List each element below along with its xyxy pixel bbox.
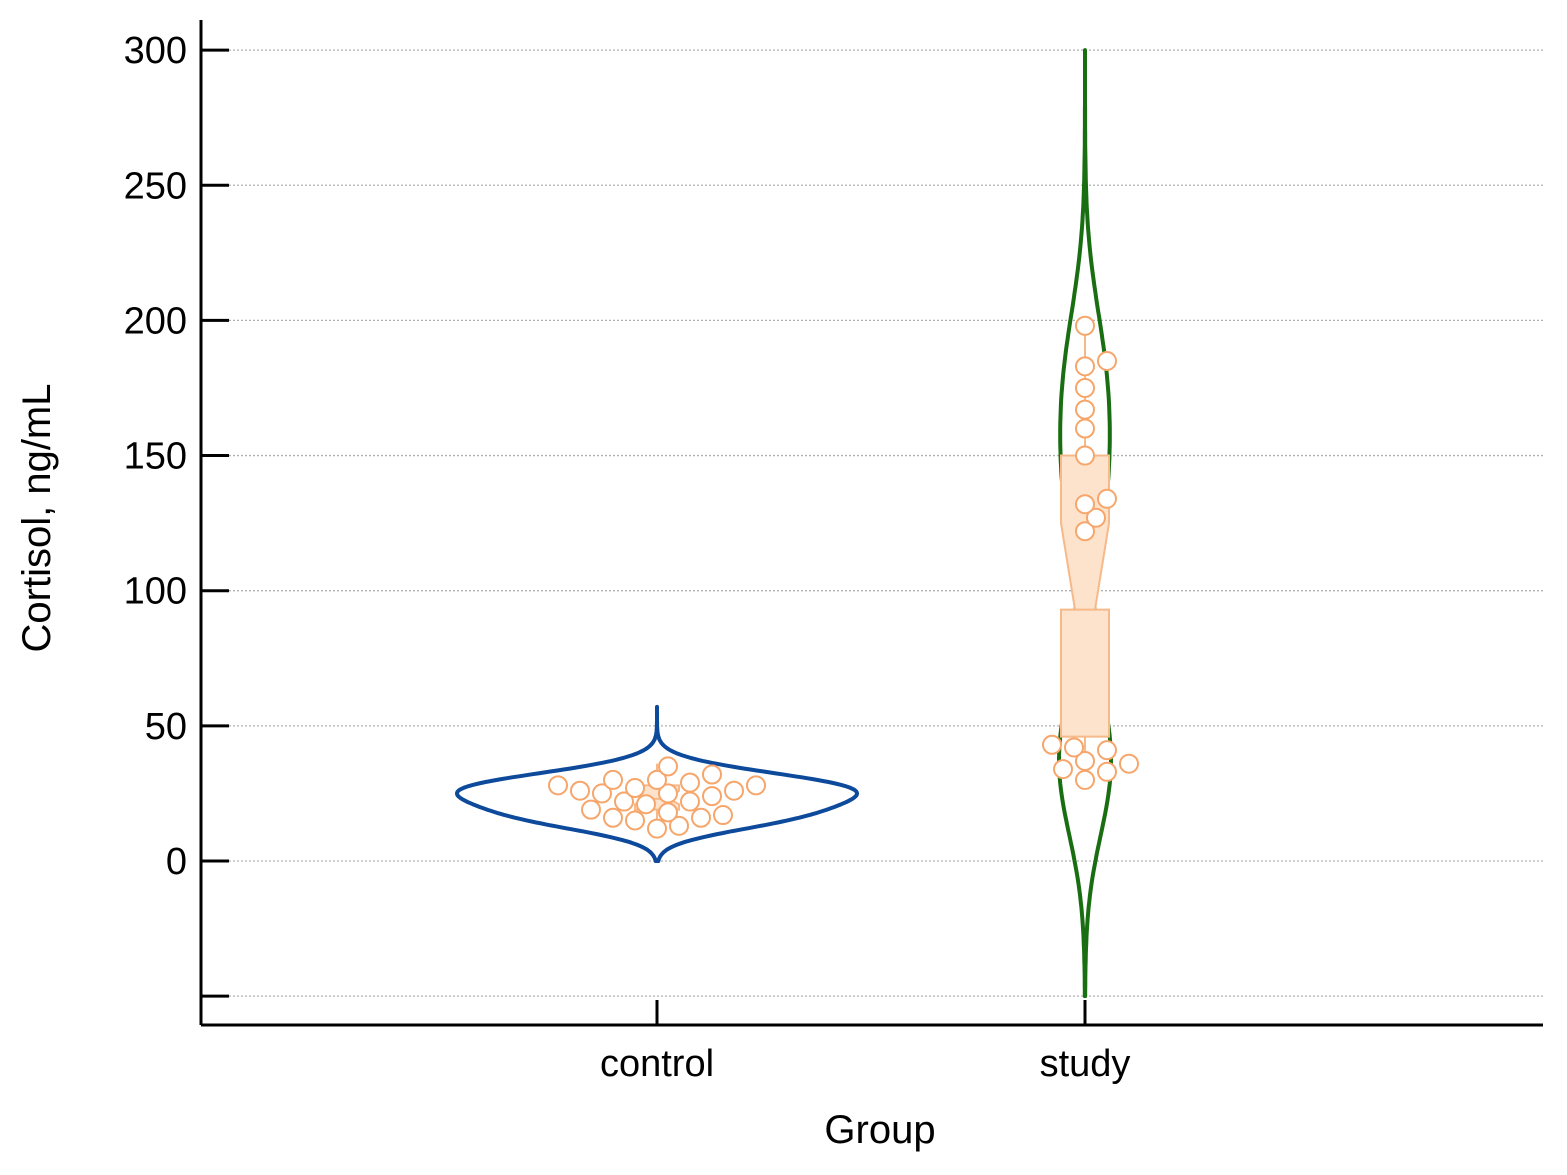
data-point-study (1075, 445, 1095, 466)
data-point-control (669, 815, 689, 836)
data-point-control (702, 764, 722, 785)
y-tick-label: 200 (124, 300, 187, 342)
y-tick-label: 100 (124, 571, 187, 613)
data-point-study (1075, 750, 1095, 771)
violin-control (455, 704, 859, 863)
data-point-study (1119, 753, 1139, 774)
data-points (548, 315, 1139, 839)
y-tick-label: 300 (124, 30, 187, 72)
data-point-control (713, 805, 733, 826)
data-point-study (1075, 494, 1095, 515)
data-point-control (702, 786, 722, 807)
x-axis-title: Group (824, 1108, 935, 1152)
data-point-study (1075, 399, 1095, 420)
x-ticks: control study (600, 1000, 1130, 1085)
data-point-study (1064, 737, 1084, 758)
y-tick-label: 150 (124, 436, 187, 478)
data-point-study (1075, 769, 1095, 790)
data-point-study (1097, 761, 1117, 782)
y-tick-label: 0 (166, 841, 187, 883)
data-point-control (603, 807, 623, 828)
data-point-control (581, 799, 601, 820)
data-point-control (680, 791, 700, 812)
data-point-control (570, 780, 590, 801)
grid-lines (201, 49, 1543, 997)
axes (199, 20, 1543, 1027)
x-tick-label-control: control (600, 1043, 714, 1085)
data-point-control (691, 807, 711, 828)
y-ticks: 300 250 200 150 100 50 0 (124, 30, 229, 998)
data-point-study (1075, 356, 1095, 377)
data-point-control (658, 756, 678, 777)
data-point-control (636, 794, 656, 815)
data-point-control (658, 783, 678, 804)
data-point-control (647, 818, 667, 839)
data-point-study (1075, 418, 1095, 439)
data-point-study (1075, 315, 1095, 336)
data-point-control (625, 810, 645, 831)
y-tick-label: 250 (124, 165, 187, 207)
data-point-study (1042, 734, 1062, 755)
data-point-control (724, 780, 744, 801)
data-point-control (548, 775, 568, 796)
data-point-control (680, 772, 700, 793)
y-tick-label: 50 (145, 706, 187, 748)
data-point-control (647, 769, 667, 790)
data-point-study (1097, 350, 1117, 371)
y-axis-title: Cortisol, ng/mL (15, 384, 59, 653)
data-point-study (1075, 377, 1095, 398)
data-point-study (1086, 507, 1106, 528)
data-point-study (1075, 521, 1095, 542)
data-point-control (603, 769, 623, 790)
x-tick-label-study: study (1040, 1043, 1131, 1085)
data-point-control (658, 802, 678, 823)
box-plots (634, 325, 1110, 826)
violins (455, 48, 1113, 999)
data-point-control (614, 791, 634, 812)
data-point-study (1053, 759, 1073, 780)
data-point-study (1097, 488, 1117, 509)
data-point-control (592, 783, 612, 804)
data-point-control (746, 775, 766, 796)
data-point-control (625, 778, 645, 799)
data-point-study (1097, 740, 1117, 761)
